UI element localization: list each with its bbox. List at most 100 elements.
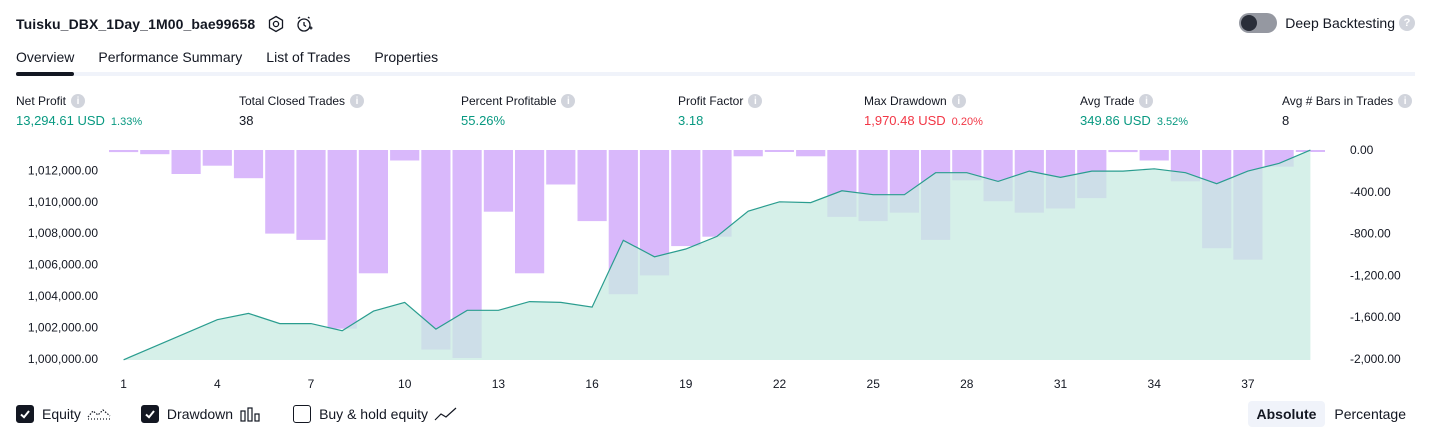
equity-line-icon bbox=[87, 406, 111, 422]
x-tick-label: 10 bbox=[398, 377, 412, 391]
drawdown-bar bbox=[171, 150, 201, 174]
scale-switch: Absolute Percentage bbox=[1247, 401, 1416, 427]
legend-label: Equity bbox=[42, 406, 81, 422]
tab-list-of-trades[interactable]: List of Trades bbox=[266, 49, 351, 65]
drawdown-bar bbox=[327, 150, 357, 329]
metric-net-profit: Net Profit i 13,294.61 USD 1.33% bbox=[16, 93, 142, 128]
metric-value: 349.86 USD bbox=[1080, 113, 1151, 128]
equity-drawdown-chart: 1,012,000.00 1,010,000.00 1,008,000.00 1,00… bbox=[28, 143, 1401, 391]
x-tick-label: 19 bbox=[679, 377, 693, 391]
metric-percent: 3.52% bbox=[1156, 116, 1189, 128]
metric-label: Max Drawdown bbox=[864, 94, 947, 108]
percentage-button[interactable]: Percentage bbox=[1334, 406, 1406, 422]
buy-hold-checkbox[interactable] bbox=[293, 405, 312, 423]
legend-drawdown[interactable]: Drawdown bbox=[140, 405, 263, 423]
drawdown-bar bbox=[483, 150, 513, 212]
drawdown-bar bbox=[515, 150, 545, 274]
metric-avg-trade: Avg Trade i 349.86 USD 3.52% bbox=[1080, 93, 1188, 128]
metric-value: 1,970.48 USD bbox=[864, 113, 946, 128]
add-alert-icon[interactable] bbox=[293, 13, 315, 35]
y-left-tick-label: 1,000,000.00 bbox=[28, 352, 98, 366]
y-right-tick-label: -1,600.00 bbox=[1350, 310, 1401, 324]
x-tick-label: 16 bbox=[585, 377, 599, 391]
drawdown-bar bbox=[140, 150, 170, 155]
absolute-button[interactable]: Absolute bbox=[1247, 401, 1326, 427]
info-icon[interactable]: i bbox=[1398, 94, 1413, 108]
y-left-tick-label: 1,002,000.00 bbox=[28, 321, 98, 335]
metric-value: 8 bbox=[1282, 113, 1290, 128]
y-left-tick-label: 1,010,000.00 bbox=[28, 195, 98, 209]
y-right-tick-label: 0.00 bbox=[1350, 143, 1374, 157]
chart-legend: Equity Drawdown Buy & hold equity bbox=[16, 403, 488, 425]
metric-label: Avg # Bars in Trades bbox=[1282, 94, 1394, 108]
drawdown-bars-icon bbox=[239, 406, 263, 422]
report-tabs: Overview Performance Summary List of Tra… bbox=[16, 44, 1415, 76]
metric-max-drawdown: Max Drawdown i 1,970.48 USD 0.20% bbox=[864, 93, 983, 128]
y-right-tick-label: -400.00 bbox=[1350, 185, 1391, 199]
y-left-tick-label: 1,008,000.00 bbox=[28, 226, 98, 240]
x-tick-label: 25 bbox=[867, 377, 881, 391]
tab-performance-summary[interactable]: Performance Summary bbox=[98, 49, 243, 65]
x-tick-label: 13 bbox=[492, 377, 506, 391]
metric-percent: 0.20% bbox=[951, 116, 983, 128]
equity-area bbox=[123, 150, 1311, 360]
strategy-header: Tuisku_DBX_1Day_1M00_bae99658 bbox=[16, 12, 315, 36]
legend-equity[interactable]: Equity bbox=[16, 405, 111, 423]
metric-value: 55.26% bbox=[461, 113, 506, 128]
legend-label: Drawdown bbox=[166, 406, 234, 422]
drawdown-bar bbox=[202, 150, 232, 166]
metric-label: Profit Factor bbox=[678, 94, 744, 108]
drawdown-bar bbox=[671, 150, 701, 247]
drawdown-bar bbox=[577, 150, 607, 222]
info-icon[interactable]: i bbox=[561, 94, 576, 108]
metric-avg-bars: Avg # Bars in Trades i 8 bbox=[1282, 93, 1413, 128]
drawdown-bar bbox=[390, 150, 420, 161]
metric-value: 3.18 bbox=[678, 113, 704, 128]
drawdown-bar bbox=[296, 150, 326, 240]
x-tick-label: 31 bbox=[1054, 377, 1068, 391]
info-icon[interactable]: i bbox=[748, 94, 763, 108]
drawdown-bar bbox=[421, 150, 451, 350]
tab-overview[interactable]: Overview bbox=[16, 44, 75, 76]
metric-label: Percent Profitable bbox=[461, 94, 557, 108]
y-left-tick-label: 1,006,000.00 bbox=[28, 258, 98, 272]
deep-backtesting-toggle[interactable] bbox=[1239, 13, 1278, 33]
x-tick-label: 4 bbox=[214, 377, 221, 391]
info-icon[interactable]: i bbox=[350, 94, 365, 108]
toggle-knob bbox=[1241, 15, 1258, 31]
drawdown-bar bbox=[796, 150, 826, 157]
drawdown-bar bbox=[764, 150, 794, 152]
drawdown-bar bbox=[546, 150, 576, 185]
drawdown-bar bbox=[233, 150, 264, 179]
settings-icon[interactable] bbox=[265, 13, 287, 35]
equity-line bbox=[123, 149, 1311, 361]
metric-label: Avg Trade bbox=[1080, 94, 1135, 108]
metric-total-closed-trades: Total Closed Trades i 38 bbox=[239, 93, 365, 128]
info-icon[interactable]: i bbox=[951, 94, 966, 108]
metric-percent-profitable: Percent Profitable i 55.26% bbox=[461, 93, 576, 128]
metric-percent: 1.33% bbox=[110, 116, 143, 128]
y-right-tick-label: -1,200.00 bbox=[1350, 268, 1401, 282]
x-tick-label: 34 bbox=[1148, 377, 1162, 391]
drawdown-bar bbox=[733, 150, 763, 157]
info-icon[interactable]: i bbox=[71, 94, 86, 108]
drawdown-bar bbox=[1139, 150, 1169, 161]
metric-value: 38 bbox=[239, 113, 254, 128]
strategy-name: Tuisku_DBX_1Day_1M00_bae99658 bbox=[16, 16, 256, 32]
help-icon[interactable]: ? bbox=[1399, 15, 1415, 31]
drawdown-bar bbox=[1108, 150, 1138, 153]
drawdown-bar bbox=[109, 150, 139, 153]
y-left-tick-label: 1,012,000.00 bbox=[28, 163, 98, 177]
metric-value: 13,294.61 USD bbox=[16, 113, 105, 128]
deep-backtesting-label: Deep Backtesting bbox=[1285, 15, 1395, 31]
info-icon[interactable]: i bbox=[1139, 94, 1154, 108]
drawdown-checkbox[interactable] bbox=[140, 405, 159, 423]
legend-buy-hold[interactable]: Buy & hold equity bbox=[293, 405, 458, 423]
metrics-row: Net Profit i 13,294.61 USD 1.33% Total Clo… bbox=[16, 93, 1415, 133]
metric-label: Total Closed Trades bbox=[239, 94, 346, 108]
tab-properties[interactable]: Properties bbox=[374, 49, 439, 65]
legend-label: Buy & hold equity bbox=[319, 406, 429, 422]
equity-checkbox[interactable] bbox=[16, 405, 34, 423]
metric-label: Net Profit bbox=[16, 94, 67, 108]
drawdown-bar bbox=[265, 150, 295, 234]
